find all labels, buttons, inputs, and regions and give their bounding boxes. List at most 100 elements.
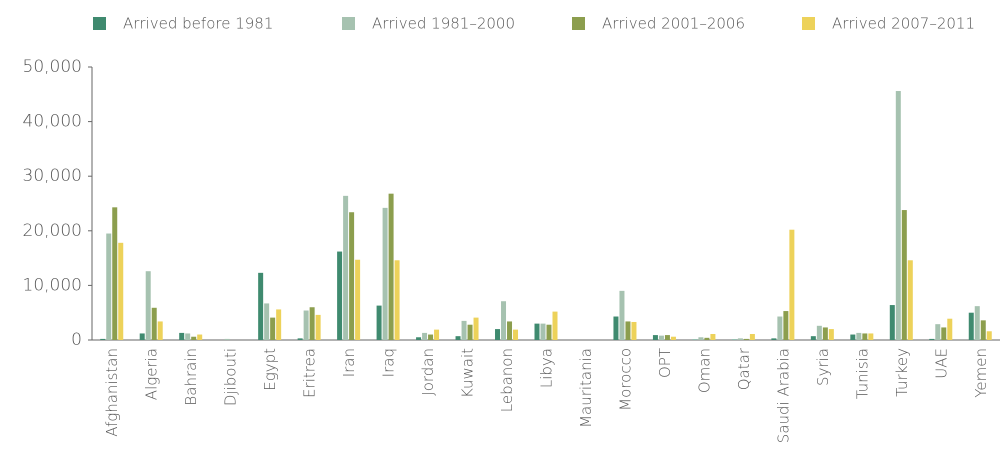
bar xyxy=(652,335,658,340)
bar xyxy=(258,272,264,340)
bar xyxy=(862,333,868,340)
bar xyxy=(968,312,974,340)
bar xyxy=(394,260,400,340)
x-tick-label: Kuwait xyxy=(459,348,477,398)
bar xyxy=(355,259,361,340)
x-tick-label: Eritrea xyxy=(301,348,319,398)
bar xyxy=(941,327,947,340)
x-tick-label: Qatar xyxy=(735,347,753,390)
bar xyxy=(264,303,270,340)
bar xyxy=(850,334,856,340)
x-tick-label: Egypt xyxy=(261,348,279,391)
bar xyxy=(749,333,755,340)
bar xyxy=(473,317,479,340)
bar xyxy=(461,320,467,340)
x-tick-label: Afghanistan xyxy=(103,348,121,437)
bar xyxy=(777,316,783,340)
y-tick-label: 0 xyxy=(71,330,82,350)
bar xyxy=(670,336,676,340)
x-tick-label: Iraq xyxy=(380,348,398,377)
x-tick-label: Tunisia xyxy=(853,348,871,399)
bar xyxy=(974,306,980,340)
bar xyxy=(980,320,986,340)
bar xyxy=(191,336,197,340)
x-tick-label: UAE xyxy=(932,348,950,379)
bar xyxy=(737,338,743,340)
bar xyxy=(731,339,737,340)
x-tick-label: Syria xyxy=(814,348,832,386)
bar xyxy=(534,323,540,340)
legend-swatch xyxy=(572,17,585,30)
x-tick-label: Yemen xyxy=(972,348,990,398)
bar xyxy=(224,338,230,340)
x-tick-label: Lebanon xyxy=(498,348,516,412)
bar xyxy=(145,271,151,340)
bar xyxy=(495,329,501,340)
bar xyxy=(309,307,315,340)
legend-swatch xyxy=(802,17,815,30)
legend-swatch xyxy=(93,17,106,30)
bar xyxy=(428,334,434,340)
bar xyxy=(664,335,670,340)
y-tick-label: 20,000 xyxy=(23,221,82,241)
y-tick-label: 30,000 xyxy=(23,166,82,186)
bar xyxy=(276,309,282,340)
bar xyxy=(743,338,749,340)
bar xyxy=(619,290,625,340)
bar xyxy=(388,193,394,340)
x-tick-label: Saudi Arabia xyxy=(774,348,792,443)
y-tick-label: 50,000 xyxy=(23,57,82,77)
y-tick-label: 10,000 xyxy=(23,275,82,295)
bar xyxy=(303,310,309,340)
x-tick-label: OPT xyxy=(656,348,674,378)
bar xyxy=(625,321,631,340)
bar xyxy=(783,311,789,340)
bar xyxy=(895,91,901,340)
bar xyxy=(501,301,507,340)
bar xyxy=(434,329,440,340)
legend-label: Arrived 2007–2011 xyxy=(832,15,975,33)
bar xyxy=(828,329,834,340)
bar xyxy=(704,337,710,340)
bar xyxy=(822,327,828,340)
bar xyxy=(349,212,355,340)
bar xyxy=(422,332,428,340)
x-tick-label: Oman xyxy=(695,348,713,393)
bar xyxy=(513,329,519,340)
x-tick-label: Libya xyxy=(538,348,556,388)
bar xyxy=(552,311,558,340)
bar xyxy=(100,338,106,340)
legend-label: Arrived before 1981 xyxy=(123,15,273,33)
bar xyxy=(856,332,862,340)
bar xyxy=(789,229,795,340)
bar xyxy=(986,331,992,340)
bar xyxy=(507,321,513,340)
bar xyxy=(179,332,185,340)
x-tick-label: Turkey xyxy=(893,348,911,397)
bar xyxy=(771,338,777,340)
legend-label: Arrived 2001–2006 xyxy=(602,15,745,33)
bar xyxy=(929,338,935,340)
bar xyxy=(157,321,163,340)
bar xyxy=(868,333,874,340)
bar xyxy=(185,333,191,340)
bar xyxy=(343,195,349,340)
bar xyxy=(270,317,276,340)
x-tick-label: Mauritania xyxy=(577,348,595,428)
bar xyxy=(947,318,953,340)
x-tick-label: Algeria xyxy=(143,348,161,400)
x-tick-label: Jordan xyxy=(419,348,437,396)
bar xyxy=(658,335,664,340)
bar xyxy=(546,324,552,340)
bar xyxy=(901,210,907,340)
bar xyxy=(139,333,145,340)
bar xyxy=(698,337,704,340)
bar xyxy=(467,324,473,340)
bar xyxy=(112,207,118,340)
bar xyxy=(197,334,203,340)
bar xyxy=(382,207,388,340)
legend-swatch xyxy=(342,17,355,30)
legend-label: Arrived 1981–2000 xyxy=(372,15,515,33)
bar xyxy=(613,316,619,340)
x-tick-label: Bahrain xyxy=(182,348,200,406)
